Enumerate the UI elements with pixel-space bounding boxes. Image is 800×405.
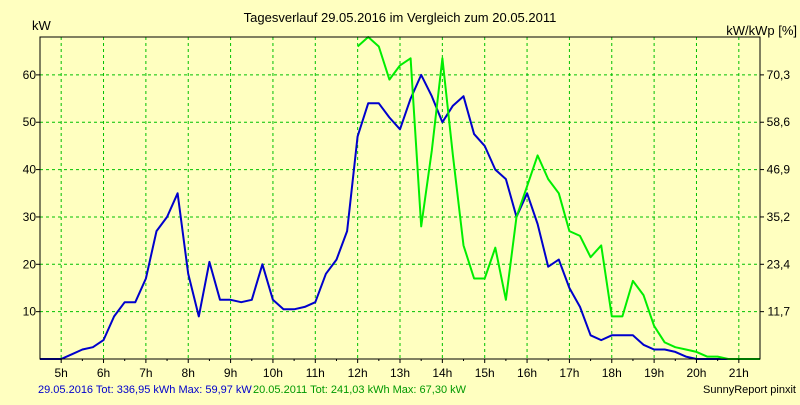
y-left-tick-label-40: 40 bbox=[23, 163, 37, 177]
x-tick-label-9h: 9h bbox=[224, 366, 237, 380]
x-tick-label-18h: 18h bbox=[602, 366, 622, 380]
y-right-tick-label-11,7: 11,7 bbox=[768, 305, 791, 319]
x-tick-label-15h: 15h bbox=[475, 366, 495, 380]
x-tick-label-17h: 17h bbox=[559, 366, 579, 380]
x-tick-label-8h: 8h bbox=[182, 366, 195, 380]
chart-title: Tagesverlauf 29.05.2016 im Vergleich zum… bbox=[244, 10, 557, 25]
y-left-tick-label-60: 60 bbox=[23, 68, 37, 82]
ticks-layer: 5h 6h 7h 8h 9h 10h 11h 12h 13h 14h 15h 16h 17h 18h 19h… bbox=[23, 68, 791, 380]
x-tick-label-12h: 12h bbox=[348, 366, 368, 380]
y-right-tick-label-58,6: 58,6 bbox=[767, 115, 791, 129]
x-tick-label-16h: 16h bbox=[517, 366, 537, 380]
y-left-tick-label-50: 50 bbox=[23, 115, 37, 129]
y-right-tick-label-46,9: 46,9 bbox=[767, 163, 791, 177]
series-line-1 bbox=[40, 73, 760, 360]
x-tick-label-14h: 14h bbox=[432, 366, 452, 380]
y-right-tick-label-70,3: 70,3 bbox=[767, 68, 791, 82]
series-layer bbox=[40, 36, 760, 360]
y-axis-right-label: kW/kWp [%] bbox=[726, 23, 797, 38]
y-left-tick-label-10: 10 bbox=[23, 305, 37, 319]
x-tick-label-21h: 21h bbox=[729, 366, 749, 380]
y-left-tick-label-30: 30 bbox=[23, 210, 37, 224]
y-right-tick-label-35,2: 35,2 bbox=[767, 210, 791, 224]
y-left-tick-label-20: 20 bbox=[23, 257, 37, 271]
x-tick-label-6h: 6h bbox=[97, 366, 110, 380]
y-right-tick-label-23,4: 23,4 bbox=[767, 257, 791, 271]
x-tick-label-13h: 13h bbox=[390, 366, 410, 380]
legend-series-1: 29.05.2016 Tot: 336,95 kWh Max: 59,97 kW bbox=[38, 384, 252, 396]
y-axis-left-label: kW bbox=[32, 18, 52, 33]
x-tick-label-11h: 11h bbox=[306, 366, 325, 380]
legend-series-2: 20.05.2011 Tot: 241,03 kWh Max: 67,30 kW bbox=[253, 384, 467, 396]
series-line-2 bbox=[356, 36, 760, 360]
grid-layer bbox=[40, 37, 760, 359]
x-tick-label-10h: 10h bbox=[263, 366, 283, 380]
x-tick-label-20h: 20h bbox=[686, 366, 706, 380]
footer-credit: SunnyReport pinxit bbox=[703, 384, 796, 396]
x-tick-label-19h: 19h bbox=[644, 366, 664, 380]
x-tick-label-5h: 5h bbox=[54, 366, 67, 380]
x-tick-label-7h: 7h bbox=[139, 366, 152, 380]
